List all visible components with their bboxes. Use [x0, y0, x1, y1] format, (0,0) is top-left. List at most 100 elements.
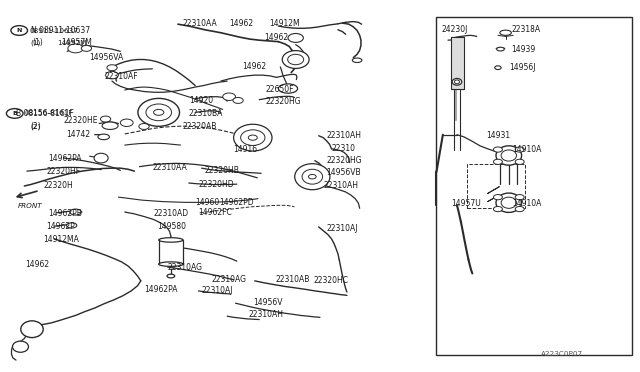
Ellipse shape: [67, 223, 77, 228]
Text: 22310AD: 22310AD: [154, 209, 189, 218]
Text: 08911-10637: 08911-10637: [29, 28, 78, 33]
Text: 14956V: 14956V: [253, 298, 282, 307]
Ellipse shape: [241, 130, 265, 145]
Ellipse shape: [146, 104, 172, 121]
Text: B: B: [12, 111, 17, 116]
Text: 22320HG: 22320HG: [266, 97, 301, 106]
Ellipse shape: [138, 98, 179, 126]
Ellipse shape: [495, 66, 501, 70]
Text: 22310AJ: 22310AJ: [202, 286, 233, 295]
Text: 14960: 14960: [195, 198, 220, 207]
Text: N: N: [17, 28, 22, 33]
Circle shape: [515, 195, 524, 200]
Text: 14962FC: 14962FC: [198, 208, 232, 217]
Text: 22320HG: 22320HG: [326, 156, 362, 165]
Text: FRONT: FRONT: [18, 203, 42, 209]
Text: 22310AB: 22310AB: [275, 275, 310, 284]
Text: 14962PD: 14962PD: [220, 198, 254, 207]
Ellipse shape: [496, 146, 522, 165]
Text: 14920: 14920: [189, 96, 213, 105]
Text: 08156-8161F: 08156-8161F: [24, 110, 73, 116]
Circle shape: [233, 97, 243, 103]
Text: 24230J: 24230J: [442, 25, 468, 34]
Circle shape: [100, 116, 111, 122]
Text: 14910A: 14910A: [512, 199, 541, 208]
Text: 22310AH: 22310AH: [248, 310, 284, 319]
Text: 22310AG: 22310AG: [211, 275, 246, 284]
Text: 22320HF: 22320HF: [46, 167, 80, 176]
Text: 22320HD: 22320HD: [198, 180, 234, 189]
Circle shape: [493, 206, 502, 212]
Ellipse shape: [94, 153, 108, 163]
Text: 14962: 14962: [264, 33, 289, 42]
Text: 14962: 14962: [242, 62, 266, 71]
Text: (1): (1): [31, 39, 41, 46]
Circle shape: [154, 109, 164, 115]
Circle shape: [288, 33, 303, 42]
Ellipse shape: [454, 80, 460, 84]
Circle shape: [81, 45, 92, 51]
Ellipse shape: [501, 197, 516, 208]
Circle shape: [515, 206, 524, 212]
Text: N 08911-10637: N 08911-10637: [31, 26, 90, 35]
Text: 14956J: 14956J: [509, 63, 535, 72]
Text: 14957M: 14957M: [58, 40, 87, 46]
Text: 14962PA: 14962PA: [144, 285, 177, 294]
Text: 22650F: 22650F: [266, 85, 294, 94]
Circle shape: [493, 159, 502, 164]
Text: 22320AB: 22320AB: [182, 122, 217, 131]
Text: 22310AA: 22310AA: [182, 19, 217, 28]
Ellipse shape: [98, 134, 109, 140]
Bar: [436, 17, 632, 355]
Text: 14931: 14931: [486, 131, 511, 140]
Ellipse shape: [452, 78, 462, 85]
Ellipse shape: [159, 262, 183, 266]
Text: 22310AH: 22310AH: [326, 131, 362, 140]
Ellipse shape: [302, 169, 323, 184]
Ellipse shape: [497, 47, 504, 51]
Bar: [451, 37, 464, 89]
Text: B 08156-8161F: B 08156-8161F: [16, 109, 74, 118]
Circle shape: [308, 174, 316, 179]
Circle shape: [68, 44, 83, 53]
Circle shape: [11, 26, 28, 35]
Text: 22318A: 22318A: [512, 25, 541, 34]
Text: 14912MA: 14912MA: [44, 235, 79, 244]
Ellipse shape: [501, 150, 516, 161]
Ellipse shape: [70, 209, 81, 215]
Text: 14962PA: 14962PA: [48, 154, 81, 163]
Ellipse shape: [234, 124, 272, 151]
Text: 14912M: 14912M: [269, 19, 300, 28]
Ellipse shape: [500, 30, 511, 35]
Text: (1): (1): [32, 38, 43, 47]
Ellipse shape: [278, 84, 298, 93]
Text: 14742: 14742: [66, 130, 90, 139]
Text: 149580: 149580: [157, 222, 186, 231]
Text: (2): (2): [31, 122, 42, 131]
Circle shape: [248, 135, 257, 140]
Text: 22320HB: 22320HB: [205, 166, 239, 175]
Text: 22310: 22310: [332, 144, 356, 153]
Circle shape: [139, 124, 149, 129]
Ellipse shape: [13, 341, 29, 352]
Text: 14939: 14939: [511, 45, 535, 54]
Ellipse shape: [282, 51, 309, 68]
Text: 14957M: 14957M: [61, 38, 92, 47]
Circle shape: [223, 93, 236, 100]
Text: 22310AA: 22310AA: [152, 163, 187, 172]
Text: (2): (2): [31, 123, 41, 130]
Text: 14916: 14916: [234, 145, 258, 154]
Text: 22320H: 22320H: [44, 182, 73, 190]
Text: 14962: 14962: [26, 260, 50, 269]
Text: 14910A: 14910A: [512, 145, 541, 154]
Circle shape: [107, 65, 117, 71]
Text: 14962P: 14962P: [46, 222, 75, 231]
Circle shape: [493, 147, 502, 152]
Ellipse shape: [20, 321, 44, 338]
Bar: [467, 164, 525, 208]
Text: 22310BA: 22310BA: [189, 109, 223, 118]
Text: 22310AH: 22310AH: [323, 181, 358, 190]
Text: 14957U: 14957U: [451, 199, 481, 208]
Ellipse shape: [288, 54, 304, 65]
Circle shape: [6, 109, 23, 118]
